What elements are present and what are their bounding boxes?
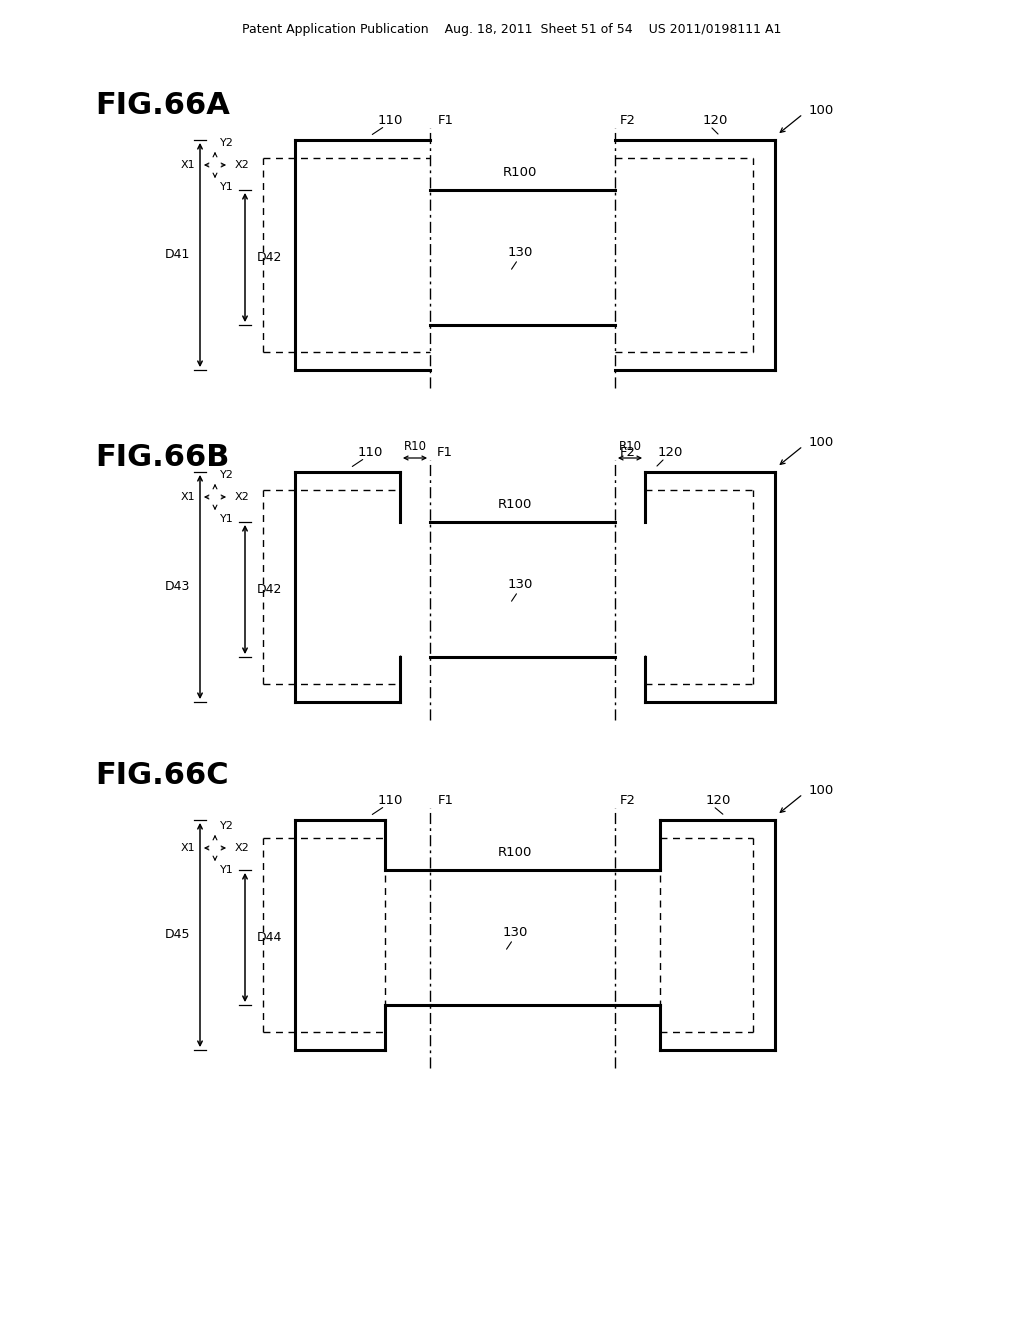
Text: 100: 100	[809, 436, 835, 449]
Text: Y1: Y1	[220, 865, 233, 875]
Text: X1: X1	[180, 843, 195, 853]
Text: 100: 100	[809, 784, 835, 796]
Text: F1: F1	[437, 446, 453, 458]
Text: D42: D42	[257, 583, 283, 597]
Text: Y2: Y2	[220, 139, 233, 148]
Text: FIG.66B: FIG.66B	[95, 442, 229, 471]
Text: X1: X1	[180, 492, 195, 502]
Text: Patent Application Publication    Aug. 18, 2011  Sheet 51 of 54    US 2011/01981: Patent Application Publication Aug. 18, …	[243, 24, 781, 37]
Text: 110: 110	[377, 793, 402, 807]
Text: Y2: Y2	[220, 821, 233, 832]
Text: FIG.66C: FIG.66C	[95, 760, 228, 789]
Text: 120: 120	[702, 114, 728, 127]
Text: X1: X1	[180, 160, 195, 170]
Text: F2: F2	[620, 793, 636, 807]
Text: R100: R100	[498, 846, 532, 858]
Text: X2: X2	[234, 492, 250, 502]
Text: D44: D44	[257, 931, 283, 944]
Text: Y1: Y1	[220, 182, 233, 191]
Text: 110: 110	[377, 114, 402, 127]
Text: 110: 110	[357, 446, 383, 458]
Text: F2: F2	[620, 446, 636, 458]
Text: F1: F1	[438, 114, 454, 127]
Text: FIG.66A: FIG.66A	[95, 91, 229, 120]
Text: R10: R10	[618, 440, 641, 453]
Text: D41: D41	[165, 248, 190, 261]
Text: D43: D43	[165, 581, 190, 594]
Text: R100: R100	[498, 498, 532, 511]
Text: 120: 120	[706, 793, 731, 807]
Text: 100: 100	[809, 103, 835, 116]
Text: D42: D42	[257, 251, 283, 264]
Text: 130: 130	[507, 578, 532, 591]
Text: F1: F1	[438, 793, 454, 807]
Text: R100: R100	[503, 165, 538, 178]
Text: X2: X2	[234, 160, 250, 170]
Text: D45: D45	[165, 928, 190, 941]
Text: Y1: Y1	[220, 513, 233, 524]
Text: 130: 130	[507, 246, 532, 259]
Text: 120: 120	[657, 446, 683, 458]
Text: 130: 130	[503, 927, 527, 939]
Text: X2: X2	[234, 843, 250, 853]
Text: Y2: Y2	[220, 470, 233, 480]
Text: R10: R10	[403, 440, 427, 453]
Text: F2: F2	[620, 114, 636, 127]
